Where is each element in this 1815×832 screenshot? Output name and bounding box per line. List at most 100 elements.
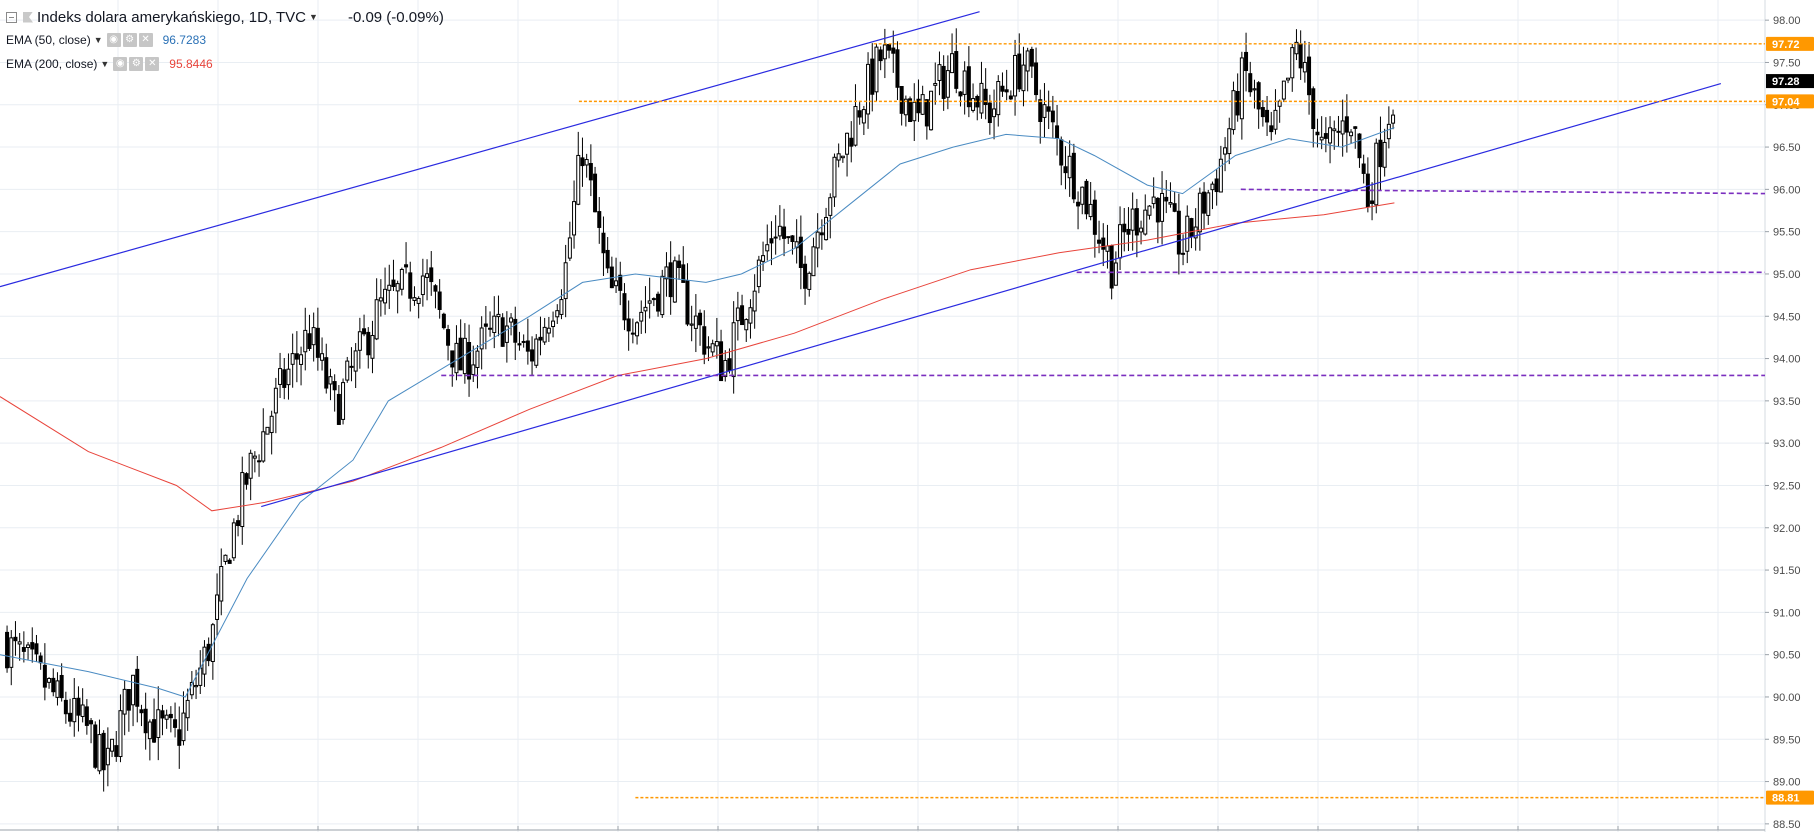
candle-body — [996, 81, 1001, 116]
chevron-down-icon[interactable]: ▼ — [100, 59, 110, 69]
candle-body — [1050, 110, 1055, 123]
candle-body — [332, 381, 337, 391]
candle-body — [647, 300, 652, 304]
candle-body — [84, 706, 89, 726]
candle-body — [311, 327, 316, 346]
candle-body — [924, 99, 929, 127]
candle-body — [521, 340, 526, 343]
gear-icon[interactable]: ⚙ — [129, 57, 144, 71]
candle-body — [26, 644, 31, 648]
candle-body — [55, 680, 60, 698]
candle-body — [836, 153, 841, 161]
candle-body — [992, 108, 997, 118]
candle-body — [1025, 50, 1030, 72]
candle-body — [341, 382, 346, 420]
candle-body — [13, 636, 18, 642]
candle-body — [408, 272, 413, 299]
candle-body — [1029, 48, 1034, 67]
candle-body — [845, 132, 850, 155]
symbol-title[interactable]: Indeks dolara amerykańskiego, 1D, TVC — [37, 8, 307, 26]
candle-body — [1013, 54, 1018, 97]
candle-body — [945, 70, 950, 98]
ema200-value: 95.8446 — [169, 57, 213, 71]
level-label: 97.04 — [1772, 96, 1800, 108]
candle-body — [509, 317, 514, 323]
candle-body — [1193, 226, 1198, 239]
candle-body — [786, 236, 791, 239]
candle-body — [899, 86, 904, 114]
candle-body — [412, 297, 417, 301]
candles — [5, 28, 1396, 792]
eye-icon[interactable]: ◉ — [106, 33, 121, 47]
candle-body — [689, 323, 694, 326]
price-tick-label: 96.00 — [1773, 184, 1801, 196]
candle-body — [752, 290, 757, 312]
candle-body — [1151, 196, 1156, 205]
candle-body — [719, 341, 724, 382]
candle-body — [1256, 82, 1261, 110]
price-tick-label: 90.00 — [1773, 692, 1801, 704]
candle-body — [790, 235, 795, 243]
candle-body — [572, 201, 577, 236]
candle-body — [698, 312, 703, 326]
candle-body — [395, 283, 400, 292]
ema200-label[interactable]: EMA (200, close) — [6, 57, 98, 71]
chevron-down-icon[interactable]: ▼ — [309, 12, 318, 22]
candle-body — [597, 211, 602, 228]
candle-body — [950, 53, 955, 74]
candle-body — [454, 342, 459, 374]
candle-body — [441, 313, 446, 329]
candle-body — [1357, 133, 1362, 159]
close-icon[interactable]: ✕ — [138, 33, 153, 47]
candle-body — [1340, 120, 1345, 135]
eye-icon[interactable]: ◉ — [113, 57, 128, 71]
candle-body — [1055, 125, 1060, 139]
candle-body — [1185, 215, 1190, 252]
chevron-down-icon[interactable]: ▼ — [93, 35, 103, 45]
candle-body — [878, 49, 883, 62]
candle-body — [782, 226, 787, 239]
candle-body — [769, 238, 774, 244]
candle-body — [731, 322, 736, 378]
candle-body — [265, 426, 270, 435]
candle-body — [962, 70, 967, 95]
candle-body — [1361, 163, 1366, 174]
candle-body — [504, 325, 509, 343]
candle-body — [815, 231, 820, 249]
candle-body — [1202, 191, 1207, 214]
candle-body — [1273, 109, 1278, 130]
candle-body — [1126, 228, 1131, 235]
candle-body — [47, 677, 52, 683]
candle-body — [257, 460, 262, 463]
candle-body — [1244, 51, 1249, 72]
candle-body — [399, 268, 404, 290]
candle-body — [803, 263, 808, 289]
candle-body — [614, 280, 619, 287]
candle-body — [576, 154, 581, 205]
close-icon[interactable]: ✕ — [145, 57, 160, 71]
candle-body — [168, 713, 173, 719]
candle-body — [1080, 186, 1085, 205]
ema50-line — [0, 127, 1395, 698]
gear-icon[interactable]: ⚙ — [122, 33, 137, 47]
ema50-label[interactable]: EMA (50, close) — [6, 33, 91, 47]
candle-body — [1332, 128, 1337, 132]
collapse-icon[interactable] — [6, 11, 17, 23]
candle-body — [987, 102, 992, 124]
candle-body — [143, 708, 148, 734]
candle-body — [542, 326, 547, 343]
candle-body — [122, 688, 127, 715]
level-label-bg — [1766, 94, 1814, 109]
candle-body — [1063, 166, 1068, 174]
ema200-row: EMA (200, close) ▼ ◉ ⚙ ✕ 95.8446 — [6, 52, 444, 76]
candle-body — [404, 264, 409, 268]
candle-body — [131, 674, 136, 706]
candle-body — [479, 327, 484, 350]
candle-body — [882, 44, 887, 60]
candle-body — [1353, 126, 1358, 129]
price-tick-label: 92.50 — [1773, 480, 1801, 492]
candle-body — [1097, 239, 1102, 244]
candle-body — [622, 293, 627, 321]
candle-body — [1218, 158, 1223, 193]
